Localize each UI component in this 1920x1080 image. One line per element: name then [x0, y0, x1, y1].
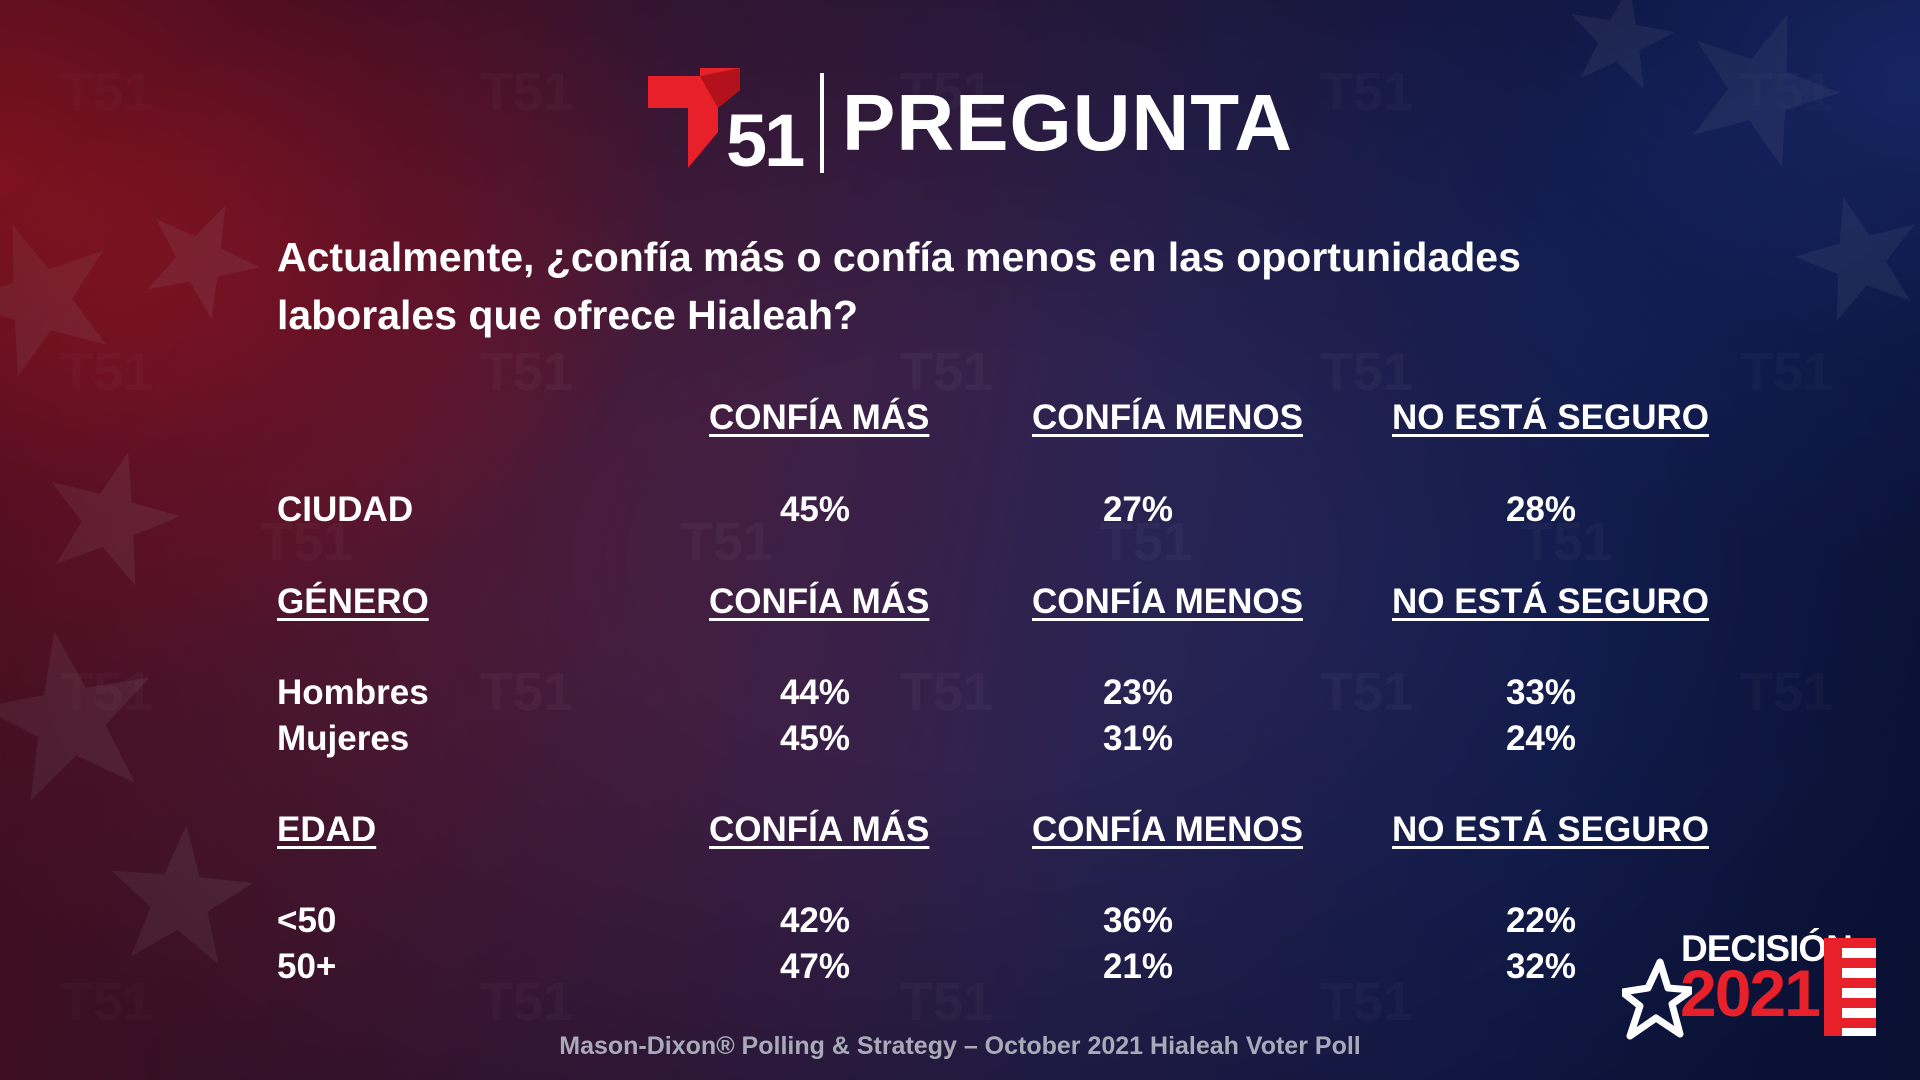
- column-header-trusts-less: CONFÍA MENOS: [1032, 810, 1303, 849]
- row-label: 50+: [277, 947, 337, 986]
- value-not-sure: 22%: [1505, 901, 1577, 940]
- value-trusts-less: 23%: [1102, 673, 1174, 712]
- row-label: Mujeres: [277, 719, 410, 758]
- row-label: Hombres: [277, 673, 429, 712]
- telemundo-51-logo: 51: [648, 68, 805, 178]
- column-header-trusts-less: CONFÍA MENOS: [1032, 398, 1303, 437]
- column-header-trusts-more: CONFÍA MÁS: [709, 582, 930, 621]
- telemundo-t-icon: [648, 68, 740, 168]
- table-row: Mujeres 45% 31% 24%: [0, 719, 1920, 765]
- row-label: CIUDAD: [277, 490, 414, 529]
- table-row: 50+ 47% 21% 32%: [0, 947, 1920, 993]
- value-not-sure: 28%: [1505, 490, 1577, 529]
- value-not-sure: 32%: [1505, 947, 1577, 986]
- column-header-row: CONFÍA MÁS CONFÍA MENOS NO ESTÁ SEGURO: [0, 398, 1920, 444]
- badge-line2: 2021: [1680, 956, 1821, 1030]
- value-trusts-more: 44%: [779, 673, 851, 712]
- source-footer: Mason-Dixon® Polling & Strategy – Octobe…: [559, 1032, 1361, 1060]
- poll-question: Actualmente, ¿confía más o confía menos …: [277, 234, 1521, 338]
- table-row: Hombres 44% 23% 33%: [0, 673, 1920, 719]
- table-row: <50 42% 36% 22%: [0, 901, 1920, 947]
- section-header-gender: GÉNERO CONFÍA MÁS CONFÍA MENOS NO ESTÁ S…: [0, 582, 1920, 628]
- value-trusts-less: 27%: [1102, 490, 1174, 529]
- value-trusts-less: 31%: [1102, 719, 1174, 758]
- value-trusts-more: 45%: [779, 490, 851, 529]
- value-trusts-less: 21%: [1102, 947, 1174, 986]
- column-header-trusts-less: CONFÍA MENOS: [1032, 582, 1303, 621]
- page-title: PREGUNTA: [842, 78, 1293, 167]
- value-trusts-more: 45%: [779, 719, 851, 758]
- header: 51 PREGUNTA: [648, 68, 1293, 178]
- logo-number: 51: [726, 99, 805, 182]
- flag-icon: [1824, 938, 1876, 1036]
- column-header-not-sure: NO ESTÁ SEGURO: [1392, 398, 1709, 437]
- star-icon: [1622, 958, 1692, 1040]
- section-title: EDAD: [277, 810, 377, 849]
- value-trusts-more: 47%: [779, 947, 851, 986]
- row-label: <50: [277, 901, 337, 940]
- value-not-sure: 33%: [1505, 673, 1577, 712]
- column-header-not-sure: NO ESTÁ SEGURO: [1392, 582, 1709, 621]
- value-not-sure: 24%: [1505, 719, 1577, 758]
- decision-2021-badge: DECISIÓN 2021: [1622, 930, 1882, 1050]
- section-title: GÉNERO: [277, 582, 429, 621]
- column-header-trusts-more: CONFÍA MÁS: [709, 398, 930, 437]
- value-trusts-more: 42%: [779, 901, 851, 940]
- column-header-trusts-more: CONFÍA MÁS: [709, 810, 930, 849]
- section-header-age: EDAD CONFÍA MÁS CONFÍA MENOS NO ESTÁ SEG…: [0, 810, 1920, 856]
- column-header-not-sure: NO ESTÁ SEGURO: [1392, 810, 1709, 849]
- table-row: CIUDAD 45% 27% 28%: [0, 490, 1920, 536]
- header-divider: [820, 73, 824, 173]
- value-trusts-less: 36%: [1102, 901, 1174, 940]
